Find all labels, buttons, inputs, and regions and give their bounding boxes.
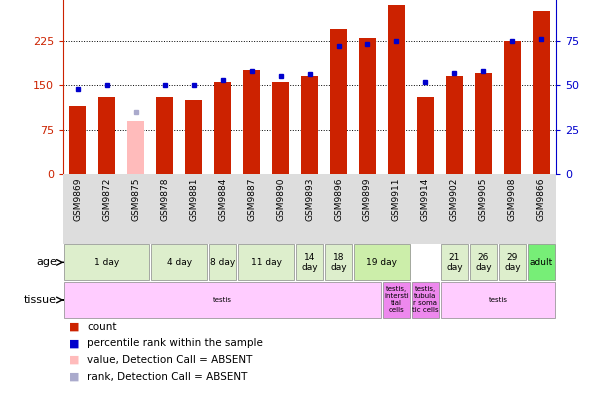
Bar	[64, 244, 150, 280]
Bar	[325, 244, 352, 280]
Bar	[69, 106, 87, 174]
Bar	[469, 244, 498, 280]
Bar	[209, 244, 236, 280]
Text: ■: ■	[69, 355, 79, 365]
Text: tissue: tissue	[24, 295, 57, 305]
Text: 18
day: 18 day	[330, 253, 347, 272]
Text: ■: ■	[69, 322, 79, 332]
Text: ■: ■	[69, 371, 79, 382]
Text: GSM9899: GSM9899	[363, 178, 372, 221]
Text: GSM9911: GSM9911	[392, 178, 401, 221]
Bar	[383, 282, 410, 318]
Text: 29
day: 29 day	[504, 253, 520, 272]
Text: testis,
tubula
r soma
tic cells: testis, tubula r soma tic cells	[412, 286, 439, 314]
Text: GSM9878: GSM9878	[160, 178, 169, 221]
Text: 1 day: 1 day	[94, 258, 119, 267]
Text: count: count	[87, 322, 117, 332]
Text: 19 day: 19 day	[367, 258, 397, 267]
Text: GSM9866: GSM9866	[537, 178, 546, 221]
Bar	[243, 70, 260, 174]
Text: testis,
intersti
tial
cells: testis, intersti tial cells	[384, 286, 409, 314]
Bar	[441, 282, 555, 318]
Bar	[301, 76, 318, 174]
Text: GSM9887: GSM9887	[247, 178, 256, 221]
Bar	[127, 121, 144, 174]
Text: adult: adult	[530, 258, 553, 267]
Text: age: age	[36, 257, 57, 267]
Bar	[475, 73, 492, 174]
Bar	[272, 82, 289, 174]
Text: GSM9893: GSM9893	[305, 178, 314, 221]
Text: GSM9905: GSM9905	[479, 178, 488, 221]
Bar	[532, 11, 550, 174]
Text: 4 day: 4 day	[166, 258, 192, 267]
Bar	[151, 244, 207, 280]
Bar	[98, 97, 115, 174]
Text: GSM9908: GSM9908	[508, 178, 517, 221]
Bar	[441, 244, 468, 280]
Text: GSM9914: GSM9914	[421, 178, 430, 221]
Text: GSM9875: GSM9875	[131, 178, 140, 221]
Text: 8 day: 8 day	[210, 258, 235, 267]
Bar	[412, 282, 439, 318]
Text: 14
day: 14 day	[301, 253, 318, 272]
Text: GSM9869: GSM9869	[73, 178, 82, 221]
Text: 21
day: 21 day	[446, 253, 463, 272]
Text: 26
day: 26 day	[475, 253, 492, 272]
Text: value, Detection Call = ABSENT: value, Detection Call = ABSENT	[87, 355, 252, 365]
Text: GSM9881: GSM9881	[189, 178, 198, 221]
Bar	[330, 29, 347, 174]
Bar	[359, 38, 376, 174]
Bar	[353, 244, 410, 280]
Bar	[416, 97, 434, 174]
Bar	[296, 244, 323, 280]
Bar	[214, 82, 231, 174]
Text: rank, Detection Call = ABSENT: rank, Detection Call = ABSENT	[87, 371, 248, 382]
Bar	[64, 282, 382, 318]
Bar	[156, 97, 173, 174]
Text: testis: testis	[213, 297, 232, 303]
Text: GSM9896: GSM9896	[334, 178, 343, 221]
Text: 11 day: 11 day	[251, 258, 281, 267]
Text: GSM9890: GSM9890	[276, 178, 285, 221]
Bar	[498, 244, 526, 280]
Bar	[528, 244, 555, 280]
Text: GSM9902: GSM9902	[450, 178, 459, 221]
Bar	[185, 100, 203, 174]
Text: GSM9884: GSM9884	[218, 178, 227, 221]
Text: GSM9872: GSM9872	[102, 178, 111, 221]
Bar	[504, 41, 521, 174]
Text: ■: ■	[69, 338, 79, 348]
Bar	[388, 5, 405, 174]
Text: percentile rank within the sample: percentile rank within the sample	[87, 338, 263, 348]
Bar	[446, 76, 463, 174]
Text: testis: testis	[489, 297, 507, 303]
Bar	[237, 244, 294, 280]
